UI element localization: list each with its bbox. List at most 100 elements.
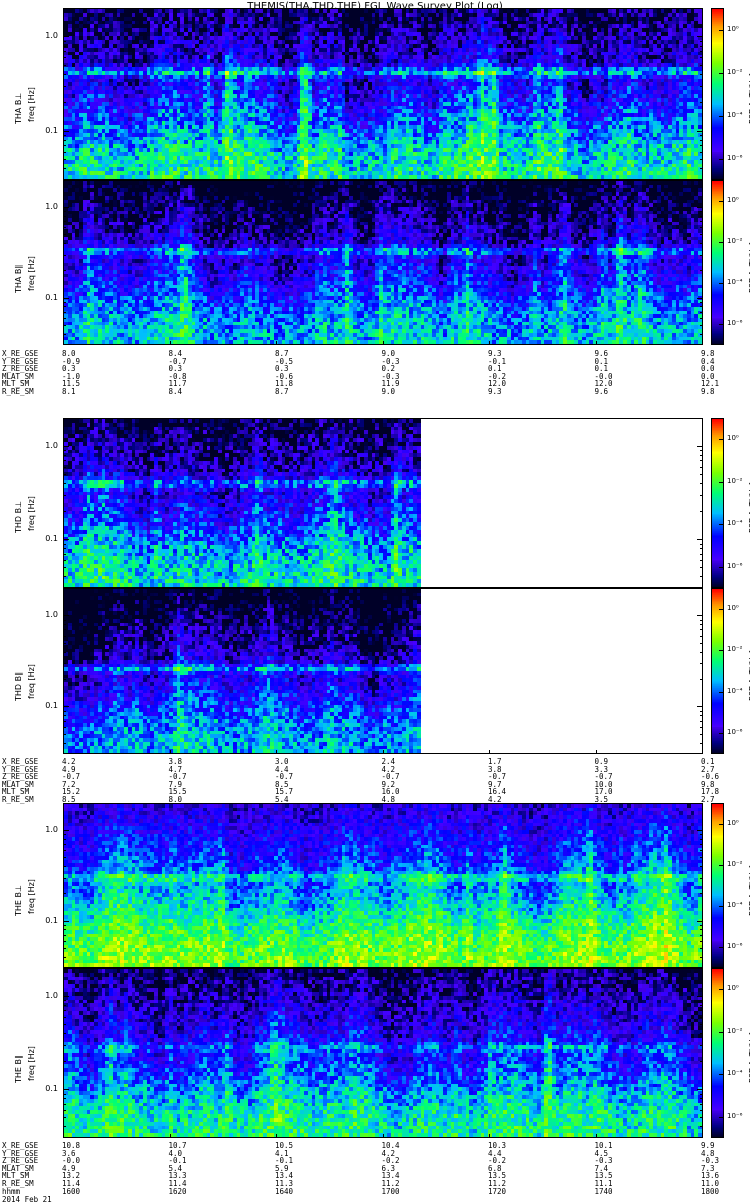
axis-value-mlat_sm: 0.0 xyxy=(701,371,715,381)
y-minor-tick-right xyxy=(700,460,703,462)
y-minor-tick xyxy=(63,243,66,245)
y-minor-tick xyxy=(63,710,66,712)
y-minor-tick xyxy=(63,830,66,832)
y-minor-tick xyxy=(63,207,66,209)
y-minor-tick-right xyxy=(700,130,703,132)
y-minor-tick-right xyxy=(700,254,703,256)
axis-value-y_re_gse: 4.8 xyxy=(701,1148,715,1158)
freq-axis-label-thd-bpar: freq [Hz] xyxy=(27,664,36,699)
freq-axis-label-the-bperp: freq [Hz] xyxy=(27,878,36,914)
axis-value-hhmm: 1600 xyxy=(62,1186,81,1196)
axis-value-z_re_gse: -0.7 xyxy=(488,772,507,782)
y-minor-tick xyxy=(63,159,66,161)
y-minor-tick xyxy=(63,151,66,153)
y-minor-tick xyxy=(63,324,66,326)
colorbar-tick-label: 10⁻² xyxy=(727,236,743,245)
colorbar-tick-label: 10⁰ xyxy=(727,195,739,204)
y-minor-tick xyxy=(63,920,66,922)
y-minor-tick xyxy=(63,455,66,457)
axis-value-mlt_sm: 15.2 xyxy=(62,787,81,797)
y-minor-tick xyxy=(63,333,66,335)
colorbar-tick-mark xyxy=(719,650,723,652)
colorbar-tick-label: 10⁻² xyxy=(727,645,743,654)
colorbar-tick-label: 10⁻² xyxy=(727,859,743,868)
y-minor-tick xyxy=(63,1126,66,1128)
colorbar-tick-mark xyxy=(719,439,723,441)
y-minor-tick-right xyxy=(700,1061,703,1063)
y-minor-tick-right xyxy=(700,635,703,637)
colorbar-tick-label: 10⁰ xyxy=(727,603,739,612)
y-minor-tick xyxy=(63,619,66,621)
axis-value-z_re_gse: 0.2 xyxy=(381,364,396,374)
axis-value-mlt_sm: 16.4 xyxy=(488,787,507,797)
axis-value-x_re_gse: 8.0 xyxy=(62,349,76,358)
axis-value-z_re_gse: -0.7 xyxy=(62,772,81,782)
y-tick-mark xyxy=(63,297,69,299)
y-minor-tick xyxy=(63,1005,66,1007)
axis-value-z_re_gse: -0.1 xyxy=(168,1156,187,1166)
y-minor-tick-right xyxy=(700,207,703,209)
panel-label-tha-bperp: THA B⊥ xyxy=(14,92,23,124)
axis-value-mlt_sm: 11.5 xyxy=(62,379,81,389)
y-minor-tick xyxy=(63,956,66,958)
spectrogram-image-tha-bpar xyxy=(64,181,702,344)
y-minor-tick xyxy=(63,1000,66,1002)
y-minor-tick-right xyxy=(700,40,703,42)
colorbar-tick-label: 10⁰ xyxy=(727,24,739,33)
axis-value-x_re_gse: 10.1 xyxy=(594,1141,613,1150)
axis-value-x_re_gse: 10.5 xyxy=(275,1141,294,1150)
y-minor-tick-right xyxy=(700,73,703,75)
axis-value-y_re_gse: 0.1 xyxy=(594,356,609,366)
y-minor-tick-right xyxy=(700,1089,703,1091)
colorbar-tick-mark xyxy=(719,1074,723,1076)
axis-value-mlt_sm: 17.0 xyxy=(594,787,613,797)
y-minor-tick-right xyxy=(700,1117,703,1119)
axis-value-mlt_sm: 13.5 xyxy=(488,1171,507,1181)
axis-value-x_re_gse: 9.6 xyxy=(594,349,609,358)
panel-label-the-bpar: THE B∥ xyxy=(14,1055,23,1083)
y-minor-tick-right xyxy=(700,243,703,245)
axis-value-x_re_gse: 9.9 xyxy=(701,1141,715,1150)
y-tick-mark xyxy=(63,130,69,132)
colorbar-thd-bpar xyxy=(711,588,724,754)
y-minor-tick-right xyxy=(700,877,703,879)
axis-row-name-r_re_sm: R_RE_SM xyxy=(2,387,34,396)
y-minor-tick-right xyxy=(700,85,703,87)
axis-value-mlt_sm: 13.2 xyxy=(62,1171,81,1181)
y-minor-tick-right xyxy=(700,1103,703,1105)
axis-value-mlat_sm: -0.3 xyxy=(381,371,400,381)
spectrogram-panel-thd-bperp xyxy=(63,418,703,588)
y-minor-tick xyxy=(63,483,66,485)
y-minor-tick-right xyxy=(700,706,703,708)
axis-value-mlt_sm: 11.8 xyxy=(275,379,294,389)
y-minor-tick xyxy=(63,742,66,744)
y-minor-tick xyxy=(63,450,66,452)
colorbar-tick-mark xyxy=(719,1116,723,1118)
panel-label-thd-bpar: THD B∥ xyxy=(14,671,23,701)
axis-value-y_re_gse: -0.7 xyxy=(168,356,187,366)
axis-value-mlat_sm: 7.4 xyxy=(594,1163,609,1173)
y-minor-tick xyxy=(63,254,66,256)
y-minor-tick-right xyxy=(700,1024,703,1026)
colorbar-tick-label: 10⁻² xyxy=(727,67,743,76)
axis-value-y_re_gse: -0.3 xyxy=(381,356,400,366)
axis-value-mlat_sm: 8.5 xyxy=(275,779,289,789)
axis-value-mlat_sm: -1.0 xyxy=(62,371,81,381)
axis-value-y_re_gse: 3.6 xyxy=(62,1148,76,1158)
x-tick-mark xyxy=(276,1134,277,1138)
y-minor-tick xyxy=(63,947,66,949)
colorbar-tick-mark xyxy=(719,1031,723,1033)
y-minor-tick-right xyxy=(700,57,703,59)
panel-label-the-bperp: THE B⊥ xyxy=(14,884,23,916)
axis-value-y_re_gse: 4.0 xyxy=(168,1148,183,1158)
y-tick-label: 1.0 xyxy=(45,610,58,620)
x-tick-mark xyxy=(383,750,384,754)
y-minor-tick-right xyxy=(700,36,703,38)
y-minor-tick xyxy=(63,635,66,637)
y-minor-tick-right xyxy=(700,511,703,513)
axis-value-r_re_sm: 9.3 xyxy=(488,387,502,396)
colorbar-tha-bperp xyxy=(711,8,724,180)
y-minor-tick xyxy=(63,446,66,448)
y-minor-tick xyxy=(63,221,66,223)
y-minor-tick-right xyxy=(700,624,703,626)
